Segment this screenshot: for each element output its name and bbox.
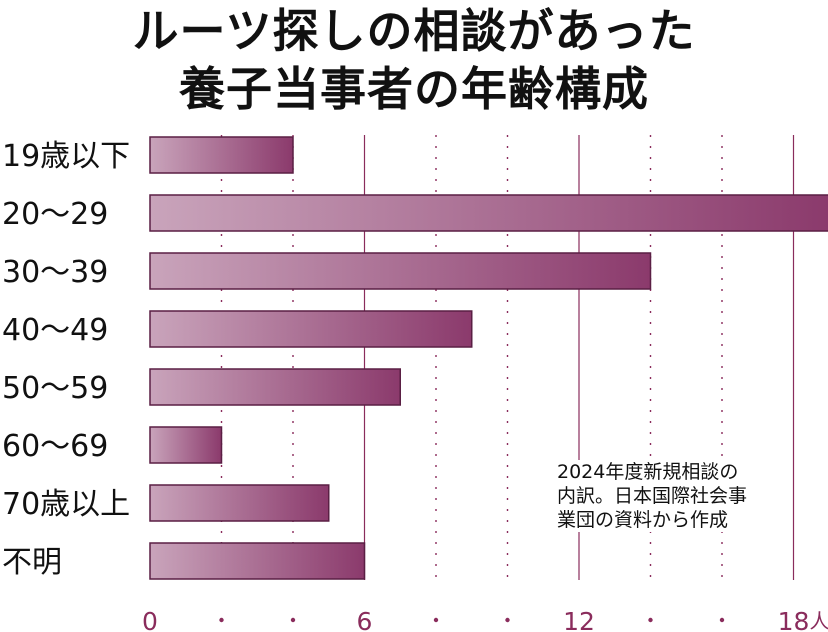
x-axis-unit: 人 (810, 609, 828, 632)
chart-title-line-1: ルーツ探しの相談があった (132, 4, 696, 58)
x-minor-tick-8 (433, 617, 439, 623)
bar-0 (149, 136, 294, 174)
bar-1 (149, 194, 828, 232)
category-label-3: 40～49 (2, 313, 108, 348)
bar-4 (149, 368, 401, 406)
bar-6 (149, 484, 330, 522)
x-tick-label-18: 18 (778, 607, 810, 632)
category-label-5: 60～69 (2, 429, 108, 464)
category-label-0: 19歳以下 (2, 139, 130, 174)
bar-3 (149, 310, 473, 348)
category-label-6: 70歳以上 (2, 487, 130, 522)
x-tick-label-6: 6 (357, 607, 373, 632)
x-minor-tick-10 (505, 617, 510, 623)
chart-title-line-2: 養子当事者の年齢構成 (179, 62, 649, 116)
bar-2 (149, 252, 652, 290)
x-tick-label-12: 12 (563, 607, 595, 632)
x-minor-tick-16 (719, 617, 725, 623)
x-minor-tick-4 (290, 617, 296, 623)
x-minor-tick-2 (219, 617, 224, 623)
category-label-7: 不明 (2, 545, 62, 580)
category-label-2: 30～39 (2, 255, 108, 290)
x-tick-label-0: 0 (142, 607, 158, 632)
x-minor-tick-14 (648, 617, 653, 623)
source-note: 2024年度新規相談の 内訳。日本国際社会事 業団の資料から作成 (557, 460, 787, 532)
category-label-1: 20～29 (2, 197, 108, 232)
bar-5 (149, 426, 223, 464)
bar-7 (149, 542, 366, 580)
category-label-4: 50～59 (2, 371, 108, 406)
